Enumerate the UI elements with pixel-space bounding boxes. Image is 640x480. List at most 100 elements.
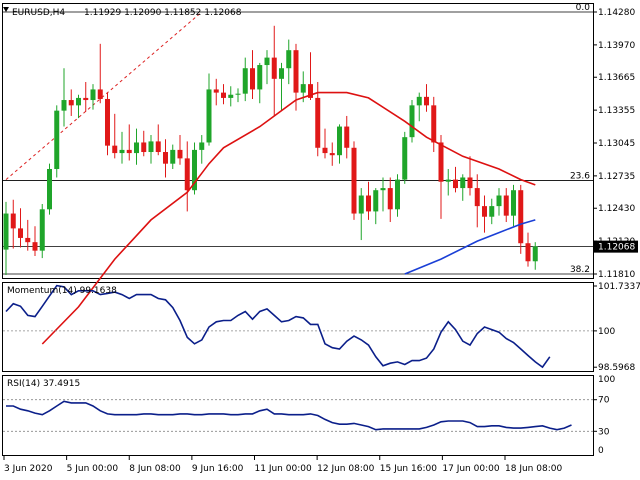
candle-body xyxy=(155,141,161,153)
candle-body xyxy=(416,96,422,106)
candle-body xyxy=(119,149,125,154)
candle-body xyxy=(431,105,437,143)
candle xyxy=(489,198,495,225)
candle-body xyxy=(242,68,248,94)
rsi-tick-label: 0 xyxy=(598,446,604,456)
candle-body xyxy=(163,152,168,164)
candle xyxy=(351,141,357,220)
candle xyxy=(431,96,437,153)
candle-body xyxy=(32,242,38,251)
candle xyxy=(39,203,45,259)
price-layer: 0.0 23.6 38.2 xyxy=(3,3,593,345)
candle-body xyxy=(503,195,509,216)
candle xyxy=(126,124,132,161)
candle xyxy=(177,135,183,165)
candle-body xyxy=(199,142,205,150)
candle-body xyxy=(358,195,364,214)
candle xyxy=(112,113,118,159)
fib-label-0: 0.0 xyxy=(576,3,591,13)
candle xyxy=(242,57,248,102)
candle xyxy=(32,226,38,256)
candle-body xyxy=(206,89,212,143)
rsi-layer xyxy=(3,399,593,432)
candle xyxy=(257,62,263,104)
candle-body xyxy=(18,228,23,238)
candle-body xyxy=(148,141,154,153)
candle xyxy=(518,184,524,254)
time-tick-label: 3 Jun 2020 xyxy=(4,464,53,474)
time-tick-label: 11 Jun 00:00 xyxy=(255,464,312,474)
candle-body xyxy=(482,206,487,217)
candle xyxy=(3,201,9,276)
candle-body xyxy=(438,142,444,182)
momentum-label: Momentum(14) 99.1638 xyxy=(7,286,117,296)
candle xyxy=(409,100,415,143)
candle xyxy=(474,174,480,228)
candle-body xyxy=(337,126,342,156)
candle xyxy=(97,43,103,104)
time-tick-label: 9 Jun 16:00 xyxy=(192,464,244,474)
candle xyxy=(395,174,400,217)
candle-body xyxy=(351,147,357,214)
candle xyxy=(315,82,321,157)
sma-line xyxy=(41,91,536,345)
candle xyxy=(90,84,96,110)
price-tick-label: 1.12735 xyxy=(598,172,635,182)
price-tick-label: 1.12430 xyxy=(598,204,635,214)
candle xyxy=(366,181,371,220)
time-tick-label: 18 Jun 08:00 xyxy=(505,464,562,474)
candle xyxy=(54,105,60,178)
candle-body xyxy=(170,149,176,164)
candle-body xyxy=(460,177,466,189)
chart-title: EURUSD,H4 xyxy=(12,8,65,18)
candle xyxy=(47,163,52,215)
candle-body xyxy=(61,100,67,111)
candle-body xyxy=(221,92,226,98)
trendline xyxy=(5,11,203,180)
momentum-panel-frame xyxy=(2,282,594,372)
price-tick-label: 1.13355 xyxy=(598,106,635,116)
candle-body xyxy=(83,97,89,101)
candle xyxy=(170,144,176,169)
candle xyxy=(344,115,350,159)
candle-body xyxy=(293,50,299,93)
candle xyxy=(119,131,125,164)
candle-body xyxy=(264,57,270,66)
candle xyxy=(83,82,89,112)
candle xyxy=(380,177,386,212)
momentum-tick-label: 101.7337 xyxy=(598,282,640,292)
candle-body xyxy=(47,168,52,210)
candle xyxy=(424,84,429,112)
rsi-line xyxy=(6,400,572,431)
candle xyxy=(358,188,364,241)
candle xyxy=(532,242,538,270)
candle xyxy=(25,219,31,251)
candle xyxy=(192,142,197,195)
candle xyxy=(402,131,408,184)
price-panel-frame xyxy=(2,3,594,279)
candle-body xyxy=(184,158,190,191)
momentum-tick-label: 100 xyxy=(598,327,615,337)
candle xyxy=(373,188,379,225)
price-tick-label: 1.13970 xyxy=(598,41,635,51)
candle-body xyxy=(511,190,516,216)
candle-body xyxy=(525,243,531,262)
candle-body xyxy=(235,93,241,95)
candle xyxy=(264,50,270,85)
candle xyxy=(61,68,67,127)
candle-body xyxy=(373,190,379,212)
candle xyxy=(68,89,74,116)
candle-body xyxy=(271,57,277,79)
candle-body xyxy=(300,84,306,93)
candle-body xyxy=(97,89,103,99)
candle-body xyxy=(177,149,183,159)
rsi-tick-label: 70 xyxy=(598,396,610,406)
candle-body xyxy=(68,100,74,106)
candle-body xyxy=(39,209,45,251)
candle xyxy=(322,128,328,159)
price-tick-label: 1.13665 xyxy=(598,73,635,83)
candle-body xyxy=(380,188,386,191)
time-tick-label: 15 Jun 16:00 xyxy=(380,464,437,474)
rsi-label: RSI(14) 37.4915 xyxy=(7,379,80,389)
candle xyxy=(511,184,516,227)
